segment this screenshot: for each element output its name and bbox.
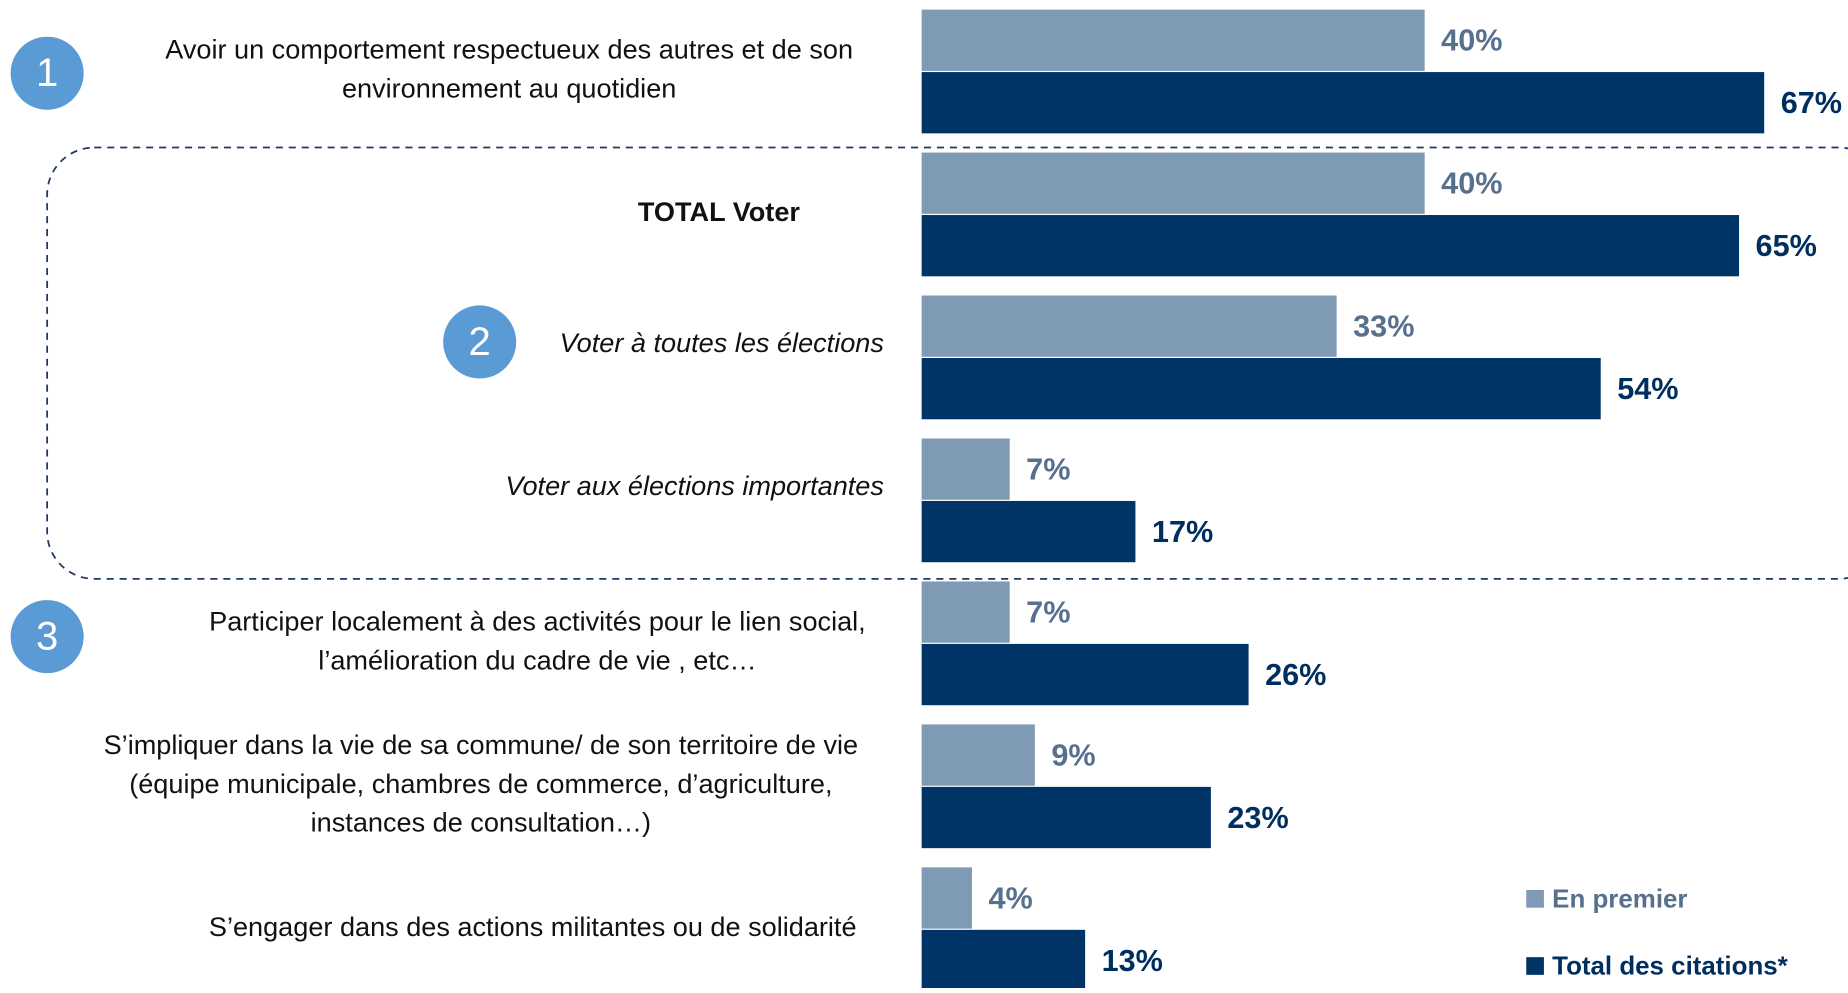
value-label: 65% bbox=[1756, 229, 1817, 263]
badge-label: 1 bbox=[36, 51, 58, 95]
bar bbox=[921, 867, 972, 929]
value-label: 26% bbox=[1265, 658, 1326, 692]
legend-swatch bbox=[1526, 957, 1544, 975]
legend-swatch bbox=[1526, 890, 1544, 908]
bar bbox=[921, 500, 1136, 563]
bar bbox=[921, 72, 1765, 134]
bar bbox=[921, 152, 1425, 214]
bar bbox=[921, 9, 1425, 71]
bar bbox=[921, 643, 1249, 706]
value-label: 9% bbox=[1051, 739, 1095, 773]
category-label: Voter aux élections importantes bbox=[505, 470, 884, 501]
value-label: 54% bbox=[1617, 372, 1678, 406]
value-label: 4% bbox=[988, 881, 1032, 915]
category-label: l’amélioration du cadre de vie , etc… bbox=[318, 644, 756, 675]
category-label: Avoir un comportement respectueux des au… bbox=[165, 34, 853, 65]
bar bbox=[921, 215, 1740, 277]
bar bbox=[921, 929, 1086, 992]
value-label: 40% bbox=[1441, 167, 1502, 201]
category-label: S’impliquer dans la vie de sa commune/ d… bbox=[104, 729, 858, 760]
value-label: 40% bbox=[1441, 24, 1502, 58]
legend-label: Total des citations* bbox=[1552, 953, 1789, 981]
bar bbox=[921, 581, 1010, 643]
value-label: 33% bbox=[1353, 310, 1414, 344]
category-label: environnement au quotidien bbox=[342, 72, 676, 103]
category-label: Voter à toutes les élections bbox=[560, 327, 884, 358]
bar bbox=[921, 357, 1601, 420]
number-badge bbox=[443, 305, 517, 379]
number-badge bbox=[10, 36, 84, 110]
category-label: TOTAL Voter bbox=[638, 196, 801, 227]
value-label: 7% bbox=[1026, 453, 1070, 487]
category-label: Participer localement à des activités po… bbox=[209, 605, 866, 636]
legend-label: En premier bbox=[1552, 885, 1687, 913]
category-label: instances de consultation…) bbox=[311, 807, 651, 838]
bar bbox=[921, 724, 1035, 786]
category-label: S’engager dans des actions militantes ou… bbox=[209, 911, 857, 942]
value-label: 13% bbox=[1102, 944, 1163, 978]
value-label: 67% bbox=[1781, 86, 1842, 120]
number-badge bbox=[10, 600, 84, 674]
bar bbox=[921, 295, 1337, 357]
bar bbox=[921, 438, 1010, 500]
group-box bbox=[46, 146, 1848, 580]
value-label: 17% bbox=[1152, 515, 1213, 549]
bar bbox=[921, 786, 1211, 849]
value-label: 23% bbox=[1227, 801, 1288, 835]
value-label: 7% bbox=[1026, 596, 1070, 630]
category-label: (équipe municipale, chambres de commerce… bbox=[129, 768, 832, 799]
badge-label: 3 bbox=[36, 615, 58, 659]
badge-label: 2 bbox=[469, 320, 491, 364]
